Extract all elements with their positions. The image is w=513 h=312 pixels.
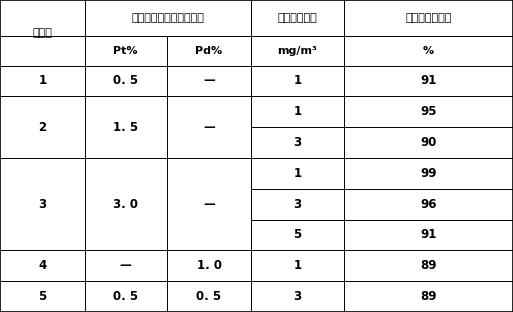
- Text: 1: 1: [293, 259, 302, 272]
- Text: 1. 0: 1. 0: [196, 259, 222, 272]
- Text: 3: 3: [38, 198, 46, 211]
- Text: 90: 90: [420, 136, 437, 149]
- Text: —: —: [203, 75, 215, 87]
- Text: 96: 96: [420, 198, 437, 211]
- Text: 甲醛初始浓度: 甲醛初始浓度: [278, 13, 318, 23]
- Text: 91: 91: [420, 228, 437, 241]
- Text: 1: 1: [293, 167, 302, 180]
- Text: 5: 5: [293, 228, 302, 241]
- Text: 2: 2: [38, 121, 46, 134]
- Text: —: —: [203, 121, 215, 134]
- Text: 91: 91: [420, 75, 437, 87]
- Text: 1: 1: [293, 75, 302, 87]
- Text: 1. 5: 1. 5: [113, 121, 138, 134]
- Text: 实施例: 实施例: [32, 28, 52, 38]
- Text: Pt%: Pt%: [113, 46, 138, 56]
- Text: 99: 99: [420, 167, 437, 180]
- Text: 0. 5: 0. 5: [113, 290, 138, 303]
- Text: 甲醛室温净化率: 甲醛室温净化率: [405, 13, 451, 23]
- Text: 1: 1: [293, 105, 302, 118]
- Text: %: %: [423, 46, 434, 56]
- Text: 1: 1: [38, 75, 46, 87]
- Text: 3: 3: [293, 290, 302, 303]
- Text: 0. 5: 0. 5: [196, 290, 222, 303]
- Text: 89: 89: [420, 259, 437, 272]
- Text: 89: 89: [420, 290, 437, 303]
- Text: 3: 3: [293, 198, 302, 211]
- Text: —: —: [203, 198, 215, 211]
- Text: —: —: [120, 259, 131, 272]
- Text: 催化剂中贵金属质量含量: 催化剂中贵金属质量含量: [131, 13, 205, 23]
- Text: 95: 95: [420, 105, 437, 118]
- Text: 4: 4: [38, 259, 47, 272]
- Text: Pd%: Pd%: [195, 46, 223, 56]
- Text: 3. 0: 3. 0: [113, 198, 138, 211]
- Text: 0. 5: 0. 5: [113, 75, 138, 87]
- Text: 5: 5: [38, 290, 47, 303]
- Text: 3: 3: [293, 136, 302, 149]
- Text: mg/m³: mg/m³: [278, 46, 318, 56]
